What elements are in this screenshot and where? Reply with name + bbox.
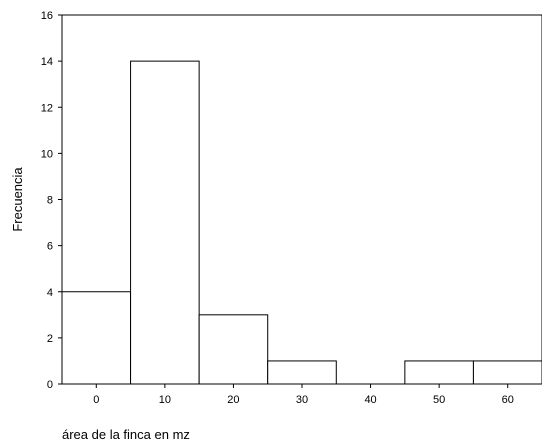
x-tick-label-5: 50 xyxy=(433,394,445,406)
y-tick-label-8: 16 xyxy=(41,10,53,22)
x-axis: 0 10 20 30 40 50 60 xyxy=(93,384,514,406)
y-tick-label-7: 14 xyxy=(41,56,53,68)
x-tick-label-1: 10 xyxy=(159,394,171,406)
bars xyxy=(61,60,542,385)
y-tick-label-1: 2 xyxy=(47,333,53,345)
x-tick-label-3: 30 xyxy=(296,394,308,406)
y-tick-label-6: 12 xyxy=(41,102,53,114)
histogram-bar-6 xyxy=(472,360,542,385)
y-tick-label-4: 8 xyxy=(47,195,53,207)
histogram-bar-5 xyxy=(404,360,474,385)
x-tick-label-0: 0 xyxy=(93,394,99,406)
y-tick-label-2: 4 xyxy=(47,287,53,299)
histogram-bar-0 xyxy=(61,291,132,385)
histogram-bar-1 xyxy=(130,60,200,385)
x-tick-label-6: 60 xyxy=(502,394,514,406)
y-tick-label-0: 0 xyxy=(47,379,53,391)
y-tick-label-3: 6 xyxy=(47,241,53,253)
y-axis-title: Frecuencia xyxy=(10,167,25,232)
x-tick-label-2: 20 xyxy=(227,394,239,406)
y-axis: 0 2 4 6 8 10 12 14 16 xyxy=(41,10,62,391)
histogram-bar-2 xyxy=(198,314,269,385)
x-axis-title: área de la finca en mz xyxy=(62,427,190,442)
y-tick-label-5: 10 xyxy=(41,148,53,160)
x-tick-label-4: 40 xyxy=(364,394,376,406)
histogram-bar-3 xyxy=(267,360,337,385)
